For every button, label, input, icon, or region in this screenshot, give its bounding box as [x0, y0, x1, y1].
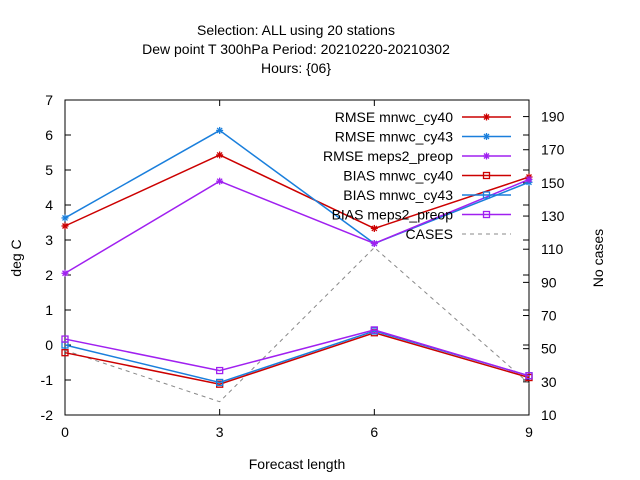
- y-tick-label: 3: [45, 232, 53, 248]
- y2-tick-label: 110: [541, 241, 564, 257]
- y-tick-label: -1: [41, 372, 54, 388]
- legend-label: RMSE mnwc_cy43: [335, 129, 453, 145]
- data-point: [61, 222, 69, 230]
- data-point: [525, 372, 533, 380]
- y2-tick-label: 10: [541, 407, 557, 423]
- x-axis-label: Forecast length: [249, 456, 346, 472]
- data-point: [216, 126, 224, 134]
- series-rmse-mnwc-cy40: [61, 151, 533, 232]
- legend-label: RMSE mnwc_cy40: [335, 109, 453, 125]
- chart-title: Selection: ALL using 20 stations Dew poin…: [142, 22, 450, 76]
- y2-tick-label: 30: [541, 374, 557, 390]
- y2-axis-label: No cases: [590, 229, 606, 287]
- title-line: Selection: ALL using 20 stations: [197, 22, 395, 38]
- y-axis-label: deg C: [8, 239, 24, 276]
- legend-marker: [482, 171, 491, 180]
- data-point: [216, 366, 224, 375]
- x-tick-label: 0: [61, 424, 69, 440]
- data-point: [61, 269, 69, 277]
- data-point: [525, 175, 533, 183]
- data-point: [216, 151, 224, 159]
- y-tick-label: 0: [45, 337, 53, 353]
- series-line: [64, 129, 530, 245]
- data-point: [61, 349, 69, 357]
- y2-tick-label: 50: [541, 341, 557, 357]
- y2-tick-label: 150: [541, 175, 565, 191]
- series-bias-meps2-preop: [61, 326, 533, 380]
- title-line: Dew point T 300hPa Period: 20210220-2021…: [142, 41, 450, 57]
- data-point: [216, 177, 224, 185]
- legend-label: RMSE meps2_preop: [323, 148, 453, 164]
- series-group: [61, 126, 533, 403]
- data-point: [370, 224, 378, 232]
- legend-marker: [483, 133, 490, 140]
- series-line: [64, 329, 530, 377]
- y2-tick-label: 190: [541, 109, 565, 125]
- series-line: [64, 331, 530, 385]
- y-tick-label: 6: [45, 127, 53, 143]
- y-tick-label: 7: [45, 92, 53, 108]
- title-line: Hours: {06}: [261, 60, 331, 76]
- y-tick-label: 5: [45, 162, 53, 178]
- legend-label: BIAS mnwc_cy40: [343, 168, 453, 184]
- series-line: [64, 246, 530, 403]
- legend-label: BIAS meps2_preop: [332, 207, 454, 223]
- series-line: [64, 178, 530, 274]
- data-point: [370, 326, 378, 334]
- x-tick-label: 3: [216, 424, 224, 440]
- legend-marker: [483, 152, 490, 160]
- y2-tick-label: 90: [541, 274, 557, 290]
- data-point: [61, 335, 69, 343]
- data-point: [61, 214, 69, 222]
- y-tick-label: -2: [41, 407, 54, 423]
- x-tick-label: 9: [525, 424, 533, 440]
- series-line: [64, 154, 530, 230]
- data-point: [216, 378, 224, 387]
- y2-tick-label: 70: [541, 308, 557, 324]
- plot-frame: [64, 99, 530, 416]
- axis-ticks: -2 -1 0 1 2 3 4 5 6 7 10 30 50 70 90 110 130 150 170 190 0 3 6…: [41, 92, 565, 440]
- legend-marker: [482, 191, 491, 199]
- series-bias-mnwc-cy40: [61, 329, 533, 388]
- legend-label: BIAS mnwc_cy43: [343, 187, 453, 203]
- legend-label: CASES: [406, 226, 453, 242]
- series-rmse-meps2-preop: [61, 175, 533, 277]
- y2-tick-label: 170: [541, 142, 565, 158]
- series-rmse-mnwc-cy43: [61, 126, 533, 247]
- y-tick-label: 1: [45, 302, 53, 318]
- data-point: [370, 240, 378, 247]
- y-tick-label: 4: [45, 197, 53, 213]
- legend-marker: [483, 113, 490, 121]
- y-tick-label: 2: [45, 267, 53, 283]
- x-tick-label: 6: [370, 424, 378, 440]
- y2-tick-label: 130: [541, 208, 565, 224]
- legend-marker: [482, 210, 491, 219]
- series-bias-mnwc-cy43: [61, 327, 533, 387]
- legend: RMSE mnwc_cy40 RMSE mnwc_cy43 RMSE meps2_p…: [323, 109, 511, 242]
- series-cases: [64, 246, 530, 403]
